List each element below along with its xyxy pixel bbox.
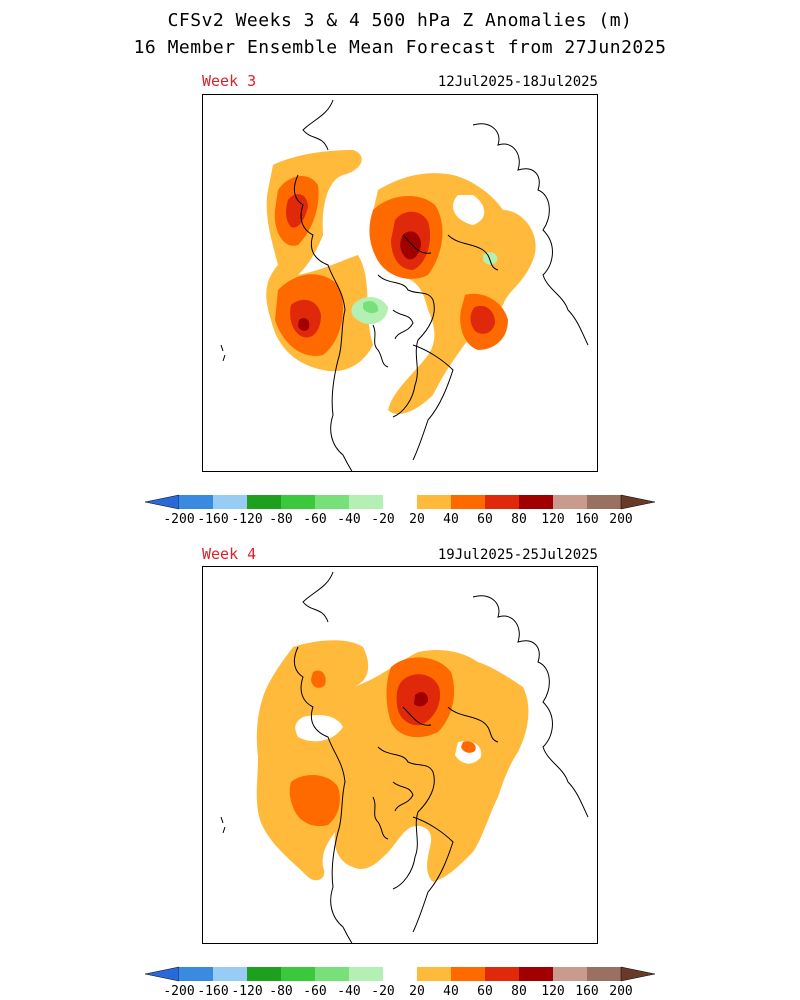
- week4-anomaly-darkred-1: [414, 692, 429, 707]
- colorbar-under-arrow: [145, 966, 180, 982]
- colorbar-tick-label: 40: [443, 984, 459, 999]
- week3-anomaly-negative-3: [363, 300, 379, 314]
- colorbar-tick-label: -160: [197, 984, 229, 999]
- colorbar-tick-label: -20: [371, 512, 395, 527]
- colorbar-tick-label: 160: [575, 512, 599, 527]
- colorbar-tick-label: -60: [303, 984, 327, 999]
- week3-anomaly-darkred-1: [400, 231, 421, 260]
- colorbar-tick-label: -80: [269, 512, 293, 527]
- week4-anomaly-field: [220, 571, 589, 943]
- colorbar-cell: [315, 495, 349, 509]
- colorbar-cell: [519, 495, 553, 509]
- colorbar-tick-label: 120: [541, 512, 565, 527]
- week3-anomaly-red-4: [470, 305, 495, 334]
- colorbar-cell: [179, 495, 213, 509]
- colorbar-cell: [213, 967, 247, 981]
- colorbar-cell: [553, 495, 587, 509]
- colorbar-tick-label: -200: [163, 984, 195, 999]
- colorbar-cell: [349, 967, 383, 981]
- colorbar-tick-label: 120: [541, 984, 565, 999]
- map-subtitle: 16 Member Ensemble Mean Forecast from 27…: [133, 37, 667, 58]
- week3-anomaly-field: [220, 99, 589, 471]
- colorbar-over-arrow: [620, 494, 656, 510]
- colorbar-tick-label: -80: [269, 984, 293, 999]
- colorbar-tick-label: 200: [609, 984, 633, 999]
- panel-week4-dates: 19Jul2025-25Jul2025: [437, 547, 598, 563]
- colorbar-tick-label: 200: [609, 512, 633, 527]
- colorbar-tick-label: 20: [409, 984, 425, 999]
- panel-week3-label: Week 3: [202, 72, 257, 90]
- colorbar-tick-label: 160: [575, 984, 599, 999]
- colorbar-tick-label: 60: [477, 512, 493, 527]
- colorbar-cell: [553, 967, 587, 981]
- week3-coastlines: [220, 99, 589, 471]
- colorbar-week4: [145, 966, 656, 982]
- colorbar-tick-label: 60: [477, 984, 493, 999]
- week3-anomaly-darkred-2: [298, 317, 310, 331]
- colorbar-under-arrow: [145, 494, 180, 510]
- colorbar-cell: [281, 495, 315, 509]
- colorbar-tick-label: -200: [163, 512, 195, 527]
- colorbar-cell: [281, 967, 315, 981]
- colorbar-tick-label: -60: [303, 512, 327, 527]
- week4-map: [202, 566, 598, 944]
- colorbar-cell: [587, 967, 621, 981]
- colorbar-cell: [179, 967, 213, 981]
- colorbar-cell: [417, 495, 451, 509]
- colorbar-tick-label: -40: [337, 512, 361, 527]
- week3-anomaly-negative-2: [483, 252, 498, 265]
- colorbar-tick-label: -20: [371, 984, 395, 999]
- colorbar-cell: [519, 967, 553, 981]
- colorbar-tick-label: -120: [231, 984, 263, 999]
- colorbar-cell: [247, 495, 281, 509]
- colorbar-tick-label: -120: [231, 512, 263, 527]
- colorbar-cell: [315, 967, 349, 981]
- week4-coastlines: [220, 571, 589, 943]
- colorbar-tick-label: -40: [337, 984, 361, 999]
- colorbar-cell: [213, 495, 247, 509]
- week3-map: [202, 94, 598, 472]
- panel-week3-dates: 12Jul2025-18Jul2025: [437, 74, 598, 90]
- colorbar-over-arrow: [620, 966, 656, 982]
- week4-anomaly-orange-1: [311, 670, 326, 688]
- colorbar-week4-labels: -200 -160 -120 -80 -60 -40 -20 20 40 60 80 120 160 20…: [145, 984, 657, 1000]
- colorbar-week3: [145, 494, 656, 510]
- colorbar-tick-label: 20: [409, 512, 425, 527]
- colorbar-cell: [349, 495, 383, 509]
- colorbar-cell: [485, 967, 519, 981]
- colorbar-tick-label: 80: [511, 984, 527, 999]
- colorbar-tick-label: 40: [443, 512, 459, 527]
- colorbar-cell: [451, 967, 485, 981]
- colorbar-cell: [485, 495, 519, 509]
- week4-anomaly-orange-3: [289, 775, 340, 827]
- colorbar-cell: [451, 495, 485, 509]
- week4-anomaly-orange-4: [461, 741, 476, 753]
- week3-anomaly-red-1: [286, 194, 308, 228]
- colorbar-week3-labels: -200 -160 -120 -80 -60 -40 -20 20 40 60 80 120 160 20…: [145, 512, 657, 528]
- panel-week4-label: Week 4: [202, 545, 257, 563]
- colorbar-cell: [247, 967, 281, 981]
- colorbar-cell: [383, 967, 417, 981]
- colorbar-tick-label: 80: [511, 512, 527, 527]
- colorbar-cell: [417, 967, 451, 981]
- colorbar-cell: [587, 495, 621, 509]
- colorbar-cell: [383, 495, 417, 509]
- map-title: CFSv2 Weeks 3 & 4 500 hPa Z Anomalies (m…: [167, 10, 633, 31]
- colorbar-tick-label: -160: [197, 512, 229, 527]
